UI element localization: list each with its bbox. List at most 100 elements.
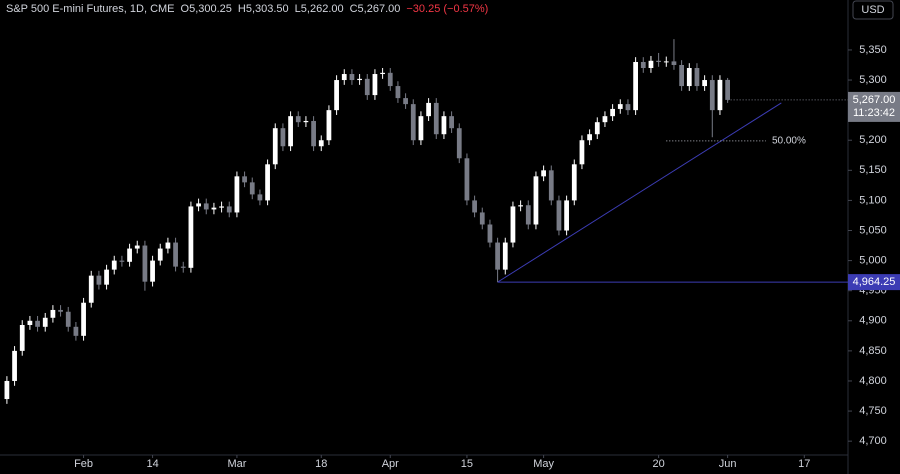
candle-body	[518, 205, 523, 207]
x-tick-label: 15	[461, 458, 473, 470]
x-tick-label: Apr	[382, 458, 399, 470]
candle-body	[326, 110, 332, 141]
candle-body	[579, 140, 585, 165]
candle-body	[4, 380, 10, 400]
candle-body	[19, 325, 25, 351]
x-tick-label: Jun	[719, 458, 737, 470]
candle-body	[487, 224, 493, 243]
candle-body	[717, 79, 723, 111]
y-tick-label: 4,700	[859, 435, 887, 447]
candle-body	[403, 98, 408, 105]
candle-body	[602, 116, 608, 123]
header-change: −30.25 (−0.57%)	[406, 3, 488, 15]
candle-body	[211, 207, 217, 210]
candle-body	[525, 205, 531, 225]
candle-body	[640, 61, 646, 69]
candle-body	[81, 302, 86, 336]
candle-body	[464, 158, 470, 201]
candle-body	[510, 206, 516, 243]
candle-body	[104, 269, 109, 285]
candle-body	[226, 206, 232, 213]
countdown: 11:23:42	[853, 107, 895, 119]
candle-body	[249, 182, 255, 195]
candle-body	[219, 206, 224, 208]
candle-body	[663, 61, 669, 63]
candle-body	[449, 116, 454, 129]
candle-body	[58, 309, 63, 312]
candle-body	[27, 320, 33, 325]
candle-body	[648, 60, 654, 69]
candle-body	[303, 120, 309, 123]
support-label-box	[848, 274, 900, 291]
candle-body	[694, 68, 700, 87]
candle-body	[88, 275, 94, 303]
candle-body	[234, 176, 240, 213]
candle-body	[364, 78, 370, 96]
x-tick-label: 18	[315, 458, 327, 470]
candle-body	[295, 116, 301, 123]
y-tick-label: 5,300	[859, 74, 887, 86]
candle-body	[318, 140, 324, 147]
candle-body	[142, 245, 148, 282]
y-tick-label: 5,100	[859, 194, 887, 206]
candle-body	[280, 128, 286, 147]
candle-body	[441, 116, 447, 135]
candle-body	[203, 203, 209, 210]
symbol: S&P 500 E-mini Futures, 1D, CME	[6, 3, 175, 15]
last-price-label: 5,267.00	[853, 94, 896, 106]
candle-body	[656, 60, 661, 62]
candle-body	[548, 170, 554, 201]
candle-body	[587, 134, 592, 141]
x-tick-label: 17	[798, 458, 810, 470]
currency[interactable]: USD	[861, 4, 884, 16]
candle-body	[426, 102, 431, 117]
candle-body	[372, 74, 378, 96]
candle-body	[610, 108, 615, 117]
fib-label: 50.00%	[772, 135, 806, 146]
candle-body	[134, 245, 140, 249]
candle-body	[357, 78, 362, 81]
candle-body	[702, 80, 707, 87]
candle-body	[472, 200, 477, 213]
y-tick-label: 4,750	[859, 405, 887, 417]
candle-body	[311, 120, 316, 147]
candle-body	[188, 206, 194, 268]
candle-body	[157, 248, 163, 261]
candle-body	[679, 65, 684, 87]
candle-body	[42, 317, 48, 327]
candle-body	[173, 242, 178, 267]
y-tick-label: 5,000	[859, 255, 887, 267]
candle-body	[127, 248, 132, 262]
candle-body	[387, 72, 393, 87]
currency-button[interactable]	[852, 0, 894, 20]
candle-body	[617, 104, 623, 109]
candle-body	[196, 203, 201, 207]
candle-body	[495, 242, 500, 270]
candle-body	[341, 74, 347, 81]
x-tick-label: Mar	[227, 458, 246, 470]
header-low: L5,262.00	[295, 3, 344, 15]
y-tick-label: 4,900	[859, 315, 887, 327]
candle-body	[349, 74, 355, 81]
candle-body	[242, 176, 247, 183]
candle-body	[564, 200, 569, 231]
y-tick-label: 5,150	[859, 164, 887, 176]
y-tick-label: 4,800	[859, 375, 887, 387]
candle-body	[709, 80, 715, 111]
candle-body	[571, 164, 577, 201]
candle-body	[456, 128, 462, 159]
last-price-box	[848, 91, 900, 122]
candle-body	[633, 61, 638, 111]
candle-body	[502, 242, 508, 270]
y-tick-label: 5,350	[859, 44, 887, 56]
candle-body	[533, 176, 539, 225]
candle-body	[65, 311, 71, 327]
candle-body	[165, 242, 171, 249]
candle-body	[395, 86, 401, 99]
candle-body	[257, 194, 263, 201]
candle-body	[479, 212, 485, 225]
x-tick-label: Feb	[74, 458, 93, 470]
candle-body	[410, 104, 416, 141]
